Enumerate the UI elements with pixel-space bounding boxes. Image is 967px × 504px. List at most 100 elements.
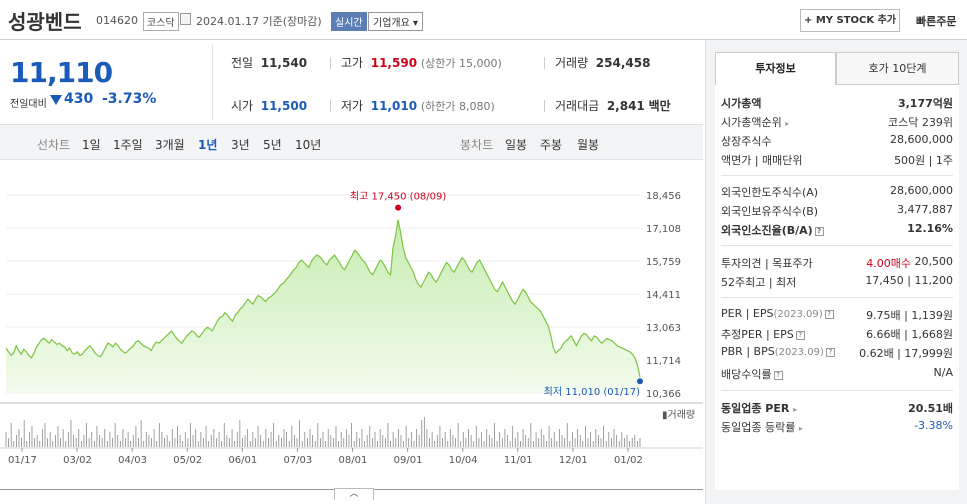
- help-icon[interactable]: ?: [773, 370, 783, 380]
- add-mystock-button[interactable]: + MY STOCK 추가: [800, 9, 900, 32]
- change-amount: 430: [64, 91, 94, 107]
- divider: [721, 390, 953, 391]
- realtime-button[interactable]: 실시간: [331, 12, 367, 31]
- y-tick-label: 10,366: [646, 389, 681, 400]
- info-row: 외국인소진율(B/A)? 12.16%: [721, 222, 953, 238]
- industry-rate-label: 동일업종 등락률 ▸: [721, 419, 803, 435]
- y-tick-label: 14,411: [646, 290, 681, 301]
- shares-label: 상장주식수: [721, 135, 772, 148]
- prev-close-value: 11,540: [260, 56, 308, 70]
- foreign-ratio-label: 외국인소진율(B/A)?: [721, 222, 824, 238]
- opinion-label: 투자의견 | 목표주가: [721, 257, 813, 270]
- 52week-label: 52주최고 | 최저: [721, 276, 797, 289]
- price-chart[interactable]: 18,456 17,108 15,759 14,411 13,063 11,714 10,3…: [0, 161, 703, 491]
- est-per-label-text: 추정PER | EPS: [721, 328, 794, 341]
- pbr-label-text: PBR | BPS: [721, 345, 775, 358]
- price-area: [6, 219, 640, 393]
- info-row: 외국인한도주식수(A) 28,600,000: [721, 184, 953, 200]
- y-tick-label: 17,108: [646, 224, 681, 235]
- quick-order-link[interactable]: 빠른주문: [916, 15, 957, 28]
- high-value: 11,590: [370, 56, 418, 70]
- tab-5year[interactable]: 5년: [263, 138, 282, 152]
- info-row: 시가총액 3,177억원: [721, 95, 953, 111]
- x-tick-label: 10/04: [449, 455, 478, 466]
- low-value: 11,010: [370, 99, 418, 113]
- shares-value: 28,600,000: [890, 133, 953, 146]
- pbr-value: 0.62배 | 17,999원: [859, 347, 953, 360]
- x-tick-label: 04/03: [118, 455, 147, 466]
- trade-amount-label: 거래대금: [555, 99, 600, 113]
- volume-label: 거래량: [555, 56, 589, 70]
- tab-10year[interactable]: 10년: [295, 138, 322, 152]
- info-row: 시가총액순위 ▸ 코스닥 239위: [721, 114, 953, 130]
- tab-daily-candle[interactable]: 일봉: [505, 138, 528, 152]
- trade-amount-unit: 백만: [648, 99, 671, 113]
- line-chart-label: 선차트: [37, 138, 71, 152]
- tab-orderbook-10[interactable]: 호가 10단계: [836, 52, 959, 85]
- info-table: 시가총액 3,177억원 시가총액순위 ▸ 코스닥 239위 상장주식수 28,…: [715, 85, 959, 490]
- industry-per-label-text: 동일업종 PER: [721, 402, 790, 415]
- tab-monthly-candle[interactable]: 월봉: [577, 138, 600, 152]
- low-marker: [637, 378, 643, 385]
- par-value: 500원 | 1주: [894, 154, 953, 167]
- cap-rank-value: 코스닥 239위: [888, 116, 953, 129]
- volume: 거래량 254,458: [555, 54, 650, 71]
- foreign-limit-label: 외국인한도주식수(A): [721, 186, 819, 199]
- tab-3month[interactable]: 3개월: [155, 138, 185, 152]
- help-icon[interactable]: ?: [825, 347, 835, 357]
- investment-info-panel: 투자정보 호가 10단계 시가총액 3,177억원 시가총액순위 ▸ 코스닥 2…: [705, 40, 967, 504]
- document-icon: [180, 13, 191, 25]
- volume-value: 254,458: [595, 56, 651, 70]
- tab-1week[interactable]: 1주일: [113, 138, 143, 152]
- y-tick-label: 13,063: [646, 323, 681, 334]
- info-row: 배당수익률? N/A: [721, 366, 953, 382]
- change-label: 전일대비: [10, 99, 47, 110]
- est-per-label: 추정PER | EPS?: [721, 326, 805, 342]
- stock-code: 014620: [96, 14, 138, 27]
- divider: [721, 245, 953, 246]
- foreign-hold-label: 외국인보유주식수(B): [721, 205, 819, 218]
- y-tick-label: 15,759: [646, 257, 681, 268]
- divider: [544, 57, 545, 69]
- help-icon[interactable]: ?: [795, 330, 805, 340]
- divider: [330, 57, 331, 69]
- tab-1day[interactable]: 1일: [82, 138, 101, 152]
- x-tick-label: 05/02: [173, 455, 202, 466]
- foreign-hold-value: 3,477,887: [897, 203, 953, 216]
- info-row: PER | EPS(2023.09)? 9.75배 | 1,139원: [721, 307, 953, 323]
- arrow-right-icon: ▸: [798, 424, 803, 433]
- company-overview-dropdown[interactable]: 기업개요 ▾: [368, 12, 423, 31]
- x-tick-label: 03/02: [63, 455, 92, 466]
- divider: [721, 175, 953, 176]
- info-row: 외국인보유주식수(B) 3,477,887: [721, 203, 953, 219]
- x-tick-label: 08/01: [339, 455, 368, 466]
- market-cap-value: 3,177억원: [897, 97, 953, 110]
- tab-weekly-candle[interactable]: 주봉: [540, 138, 563, 152]
- market-badge: 코스닥: [143, 12, 179, 31]
- collapse-chart-button[interactable]: ︿: [334, 488, 374, 500]
- tab-1year[interactable]: 1년: [198, 138, 218, 152]
- arrow-right-icon: ▸: [785, 119, 790, 128]
- upper-limit: (상한가 15,000): [420, 57, 502, 70]
- divider: [544, 100, 545, 112]
- high-label: 고가: [341, 56, 364, 70]
- per-value: 9.75배 | 1,139원: [866, 309, 953, 322]
- 52week-value: 17,450 | 11,200: [865, 274, 953, 287]
- candle-chart-label: 봉차트: [460, 138, 494, 152]
- divider: [330, 100, 331, 112]
- trade-amount-value: 2,841: [606, 99, 645, 113]
- tab-3year[interactable]: 3년: [231, 138, 250, 152]
- high-price: 고가 11,590 (상한가 15,000): [341, 54, 502, 71]
- chart-period-tabs: 선차트 1일 1주일 3개월 1년 3년 5년 10년 봉차트 일봉 주봉 월봉: [0, 124, 703, 160]
- x-tick-label: 09/01: [394, 455, 423, 466]
- divider: [212, 44, 213, 120]
- help-icon[interactable]: ?: [824, 309, 834, 319]
- par-label: 액면가 | 매매단위: [721, 154, 803, 167]
- info-row: 52주최고 | 최저 17,450 | 11,200: [721, 274, 953, 290]
- pbr-label: PBR | BPS(2023.09)?: [721, 345, 835, 358]
- dividend-value: N/A: [933, 366, 953, 379]
- open-price: 시가 11,500: [231, 97, 307, 114]
- help-icon[interactable]: ?: [814, 226, 824, 236]
- info-row: 액면가 | 매매단위 500원 | 1주: [721, 152, 953, 168]
- tab-investment-info[interactable]: 투자정보: [715, 52, 836, 85]
